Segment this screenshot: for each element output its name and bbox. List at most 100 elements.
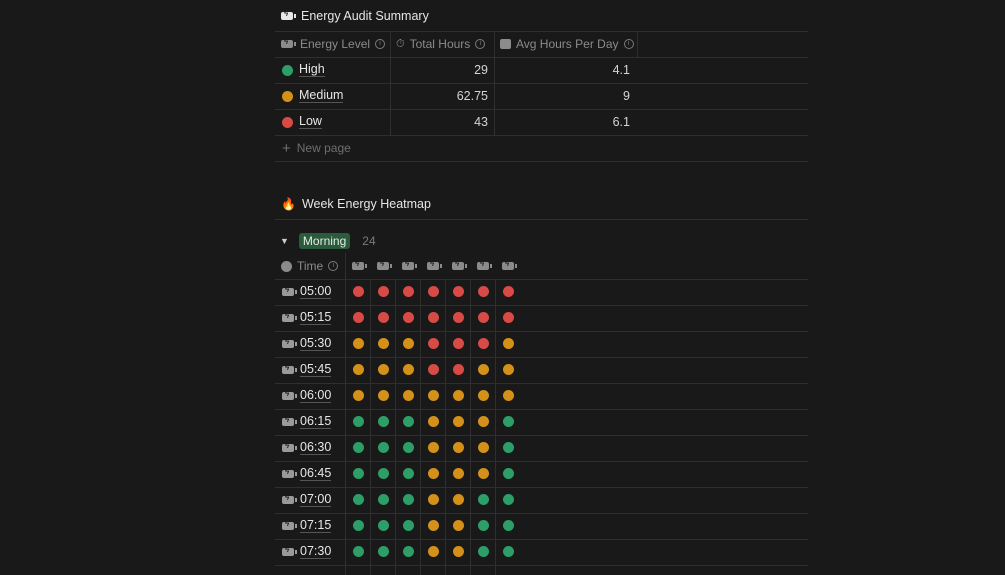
energy-dot-high[interactable] xyxy=(478,494,489,505)
energy-dot-low[interactable] xyxy=(503,286,514,297)
energy-dot-medium[interactable] xyxy=(428,390,439,401)
column-header-energy-level[interactable]: Energy Level i xyxy=(281,31,386,57)
energy-dot-high[interactable] xyxy=(503,546,514,557)
energy-dot-medium[interactable] xyxy=(478,416,489,427)
energy-dot-high[interactable] xyxy=(503,494,514,505)
time-cell[interactable]: 05:30 xyxy=(282,331,332,357)
time-value[interactable]: 07:30 xyxy=(300,544,332,559)
energy-dot-medium[interactable] xyxy=(378,390,389,401)
time-cell[interactable]: 07:30 xyxy=(282,539,332,565)
energy-dot-low[interactable] xyxy=(428,364,439,375)
energy-dot-high[interactable] xyxy=(378,520,389,531)
energy-dot-medium[interactable] xyxy=(453,546,464,557)
level-name[interactable]: Medium xyxy=(299,88,344,103)
time-value[interactable]: 05:00 xyxy=(300,284,332,299)
energy-dot-medium[interactable] xyxy=(453,442,464,453)
energy-dot-high[interactable] xyxy=(403,546,414,557)
energy-dot-low[interactable] xyxy=(453,364,464,375)
day-column-header[interactable] xyxy=(402,253,420,279)
table-row[interactable]: 05:30 xyxy=(275,331,808,357)
energy-dot-low[interactable] xyxy=(453,338,464,349)
time-cell[interactable]: 05:15 xyxy=(282,305,332,331)
energy-dot-medium[interactable] xyxy=(403,390,414,401)
energy-dot-medium[interactable] xyxy=(428,468,439,479)
energy-dot-high[interactable] xyxy=(353,546,364,557)
column-header-total-hours[interactable]: ⏱ Total Hours i xyxy=(396,31,486,57)
energy-dot-medium[interactable] xyxy=(453,390,464,401)
time-value[interactable]: 06:15 xyxy=(300,414,332,429)
column-header-time[interactable]: Time i xyxy=(281,253,339,279)
energy-dot-medium[interactable] xyxy=(428,494,439,505)
table-row[interactable]: 05:15 xyxy=(275,305,808,331)
energy-dot-high[interactable] xyxy=(378,546,389,557)
energy-dot-medium[interactable] xyxy=(453,520,464,531)
time-cell[interactable]: 05:45 xyxy=(282,357,332,383)
day-column-header[interactable] xyxy=(377,253,395,279)
energy-dot-medium[interactable] xyxy=(478,468,489,479)
energy-dot-high[interactable] xyxy=(353,442,364,453)
time-cell[interactable]: 06:00 xyxy=(282,383,332,409)
energy-dot-high[interactable] xyxy=(353,520,364,531)
energy-dot-medium[interactable] xyxy=(353,390,364,401)
energy-dot-high[interactable] xyxy=(503,416,514,427)
energy-dot-medium[interactable] xyxy=(453,468,464,479)
energy-dot-medium[interactable] xyxy=(478,364,489,375)
energy-dot-low[interactable] xyxy=(403,286,414,297)
energy-dot-medium[interactable] xyxy=(453,494,464,505)
day-column-header[interactable] xyxy=(477,253,495,279)
energy-dot-low[interactable] xyxy=(428,312,439,323)
energy-dot-high[interactable] xyxy=(403,520,414,531)
energy-dot-high[interactable] xyxy=(353,468,364,479)
time-cell[interactable]: 06:30 xyxy=(282,435,332,461)
level-name[interactable]: Low xyxy=(299,114,322,129)
table-row[interactable]: 07:15 xyxy=(275,513,808,539)
energy-dot-high[interactable] xyxy=(403,416,414,427)
energy-dot-medium[interactable] xyxy=(353,338,364,349)
energy-dot-medium[interactable] xyxy=(453,416,464,427)
level-name[interactable]: High xyxy=(299,62,325,77)
time-value[interactable]: 06:00 xyxy=(300,388,332,403)
energy-dot-high[interactable] xyxy=(403,468,414,479)
table-row[interactable]: 07:00 xyxy=(275,487,808,513)
group-morning[interactable]: ▼ Morning 24 xyxy=(280,233,376,249)
energy-dot-high[interactable] xyxy=(378,442,389,453)
energy-dot-low[interactable] xyxy=(378,312,389,323)
energy-dot-low[interactable] xyxy=(428,286,439,297)
energy-dot-low[interactable] xyxy=(478,338,489,349)
energy-dot-low[interactable] xyxy=(403,312,414,323)
energy-dot-low[interactable] xyxy=(478,312,489,323)
info-icon[interactable]: i xyxy=(475,39,486,49)
day-column-header[interactable] xyxy=(452,253,470,279)
energy-dot-low[interactable] xyxy=(353,286,364,297)
energy-dot-medium[interactable] xyxy=(378,338,389,349)
day-column-header[interactable] xyxy=(502,253,520,279)
energy-dot-medium[interactable] xyxy=(428,416,439,427)
energy-dot-medium[interactable] xyxy=(378,364,389,375)
time-cell[interactable]: 06:45 xyxy=(282,461,332,487)
energy-dot-medium[interactable] xyxy=(503,390,514,401)
energy-dot-high[interactable] xyxy=(353,416,364,427)
energy-dot-medium[interactable] xyxy=(503,364,514,375)
day-column-header[interactable] xyxy=(427,253,445,279)
energy-dot-medium[interactable] xyxy=(478,442,489,453)
time-cell[interactable]: 07:00 xyxy=(282,487,332,513)
energy-dot-medium[interactable] xyxy=(403,364,414,375)
info-icon[interactable]: i xyxy=(375,39,386,49)
day-column-header[interactable] xyxy=(352,253,370,279)
time-value[interactable]: 06:45 xyxy=(300,466,332,481)
energy-dot-low[interactable] xyxy=(378,286,389,297)
time-value[interactable]: 05:15 xyxy=(300,310,332,325)
column-header-avg-hours-per-day[interactable]: Avg Hours Per Day i xyxy=(500,31,634,57)
energy-dot-high[interactable] xyxy=(503,520,514,531)
energy-dot-medium[interactable] xyxy=(503,338,514,349)
energy-dot-high[interactable] xyxy=(378,494,389,505)
info-icon[interactable]: i xyxy=(623,39,634,49)
level-cell[interactable]: Medium xyxy=(282,83,344,109)
energy-dot-low[interactable] xyxy=(353,312,364,323)
energy-dot-high[interactable] xyxy=(403,494,414,505)
energy-dot-medium[interactable] xyxy=(428,442,439,453)
energy-dot-high[interactable] xyxy=(503,468,514,479)
time-value[interactable]: 07:15 xyxy=(300,518,332,533)
energy-dot-high[interactable] xyxy=(378,468,389,479)
energy-dot-high[interactable] xyxy=(378,416,389,427)
